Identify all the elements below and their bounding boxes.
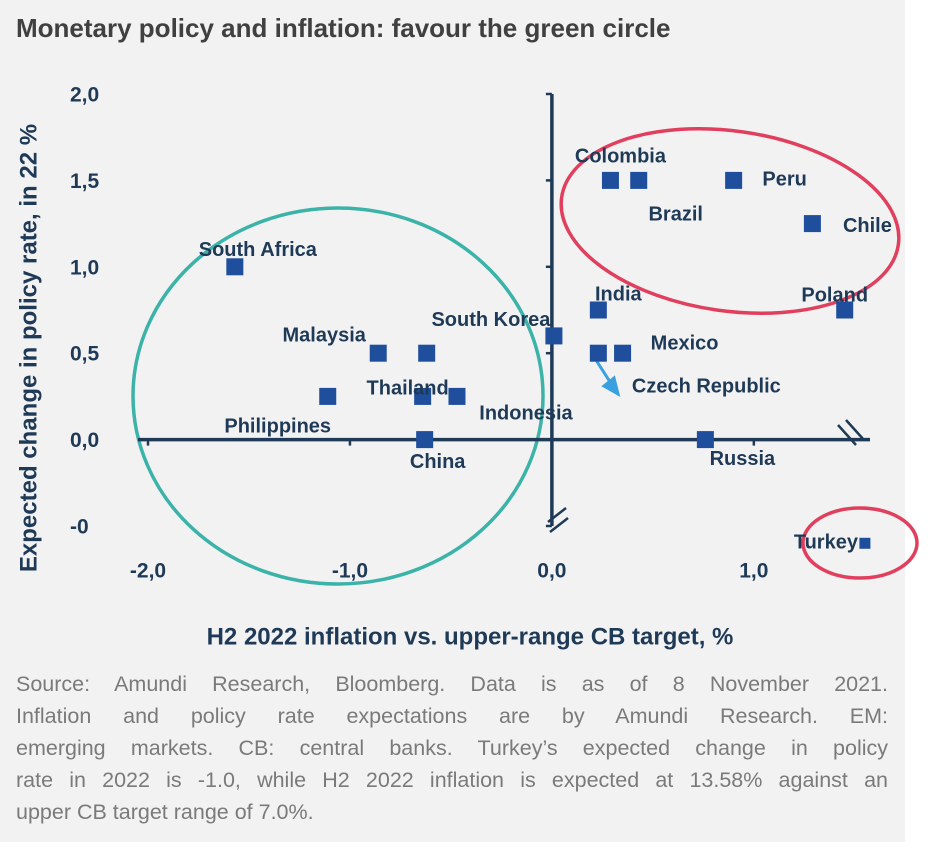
point	[416, 431, 434, 449]
point-label: Turkey	[794, 532, 859, 554]
point-label: Malaysia	[283, 324, 367, 346]
point	[226, 258, 244, 276]
y-tick-label: 0,0	[70, 429, 99, 452]
x-tick-label: -1,0	[332, 560, 368, 583]
axis-break	[837, 424, 857, 446]
x-tick-label: 0,0	[537, 560, 566, 583]
point-label: Thailand	[367, 378, 449, 400]
panel	[0, 0, 905, 842]
point	[545, 327, 563, 345]
highlights	[131, 127, 919, 586]
point-label: India	[595, 283, 643, 305]
point	[836, 301, 854, 319]
chart-title: Monetary policy and inflation: favour th…	[16, 13, 670, 43]
arrow	[594, 359, 621, 398]
y-tick-label: 1,0	[70, 256, 99, 279]
point	[859, 537, 871, 549]
note-line: Source: Amundi Research, Bloomberg. Data…	[16, 672, 888, 696]
note-line: Inflation and policy rate expectations a…	[16, 704, 888, 728]
y-tick-label: -0	[70, 516, 89, 539]
x-tick-label: 1,0	[739, 560, 768, 583]
point	[725, 171, 743, 189]
point-label: Brazil	[648, 204, 702, 226]
point-label: Czech Republic	[632, 375, 781, 397]
point-label: Colombia	[575, 146, 667, 168]
point	[803, 215, 821, 233]
point	[589, 344, 607, 362]
point-label: Poland	[801, 284, 868, 306]
axis-break	[549, 517, 569, 533]
point	[448, 387, 466, 405]
red-circle	[559, 127, 901, 315]
point-label: China	[410, 451, 466, 473]
point	[601, 171, 619, 189]
point	[696, 431, 714, 449]
x-axis-title: H2 2022 inflation vs. upper-range CB tar…	[207, 623, 734, 650]
point	[630, 171, 648, 189]
point-label: Indonesia	[479, 403, 573, 425]
turkey-circle	[801, 506, 919, 580]
note-line: emerging markets. CB: central banks. Tur…	[16, 736, 888, 760]
point	[589, 301, 607, 319]
y-tick-label: 0,5	[70, 343, 100, 366]
note-line: upper CB target range of 7.0%.	[16, 800, 314, 824]
y-tick-label: 2,0	[70, 84, 99, 107]
point	[319, 387, 337, 405]
point	[418, 344, 436, 362]
point-label: Russia	[710, 448, 776, 470]
point-label: Chile	[843, 215, 892, 237]
note-line: rate in 2022 is -1.0, while H2 2022 infl…	[16, 768, 888, 792]
y-tick-label: 1,5	[70, 170, 100, 193]
point-label: South Africa	[199, 239, 318, 261]
arrow-head	[601, 375, 621, 398]
point	[414, 387, 432, 405]
source-notes: Source: Amundi Research, Bloomberg. Data…	[16, 668, 888, 828]
point-label: South Korea	[431, 309, 551, 331]
axis-break	[845, 419, 865, 441]
y-axis-title: Expected change in policy rate, in 22 %	[15, 124, 42, 572]
point-label: Mexico	[651, 332, 719, 354]
point	[614, 344, 632, 362]
x-tick-label: -2,0	[130, 560, 166, 583]
green-circle	[131, 206, 545, 586]
point-label: Philippines	[224, 416, 331, 438]
point	[369, 344, 387, 362]
point-label: Peru	[762, 169, 806, 191]
